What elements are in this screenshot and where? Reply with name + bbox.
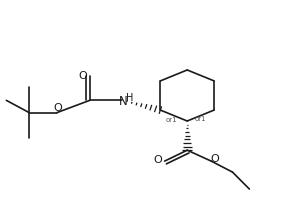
Text: or1: or1 [194,116,206,122]
Text: H: H [126,93,134,103]
Text: O: O [153,155,162,165]
Text: N: N [119,95,128,108]
Text: or1: or1 [166,117,177,123]
Text: O: O [78,71,87,81]
Text: O: O [53,103,62,113]
Text: O: O [210,154,219,164]
